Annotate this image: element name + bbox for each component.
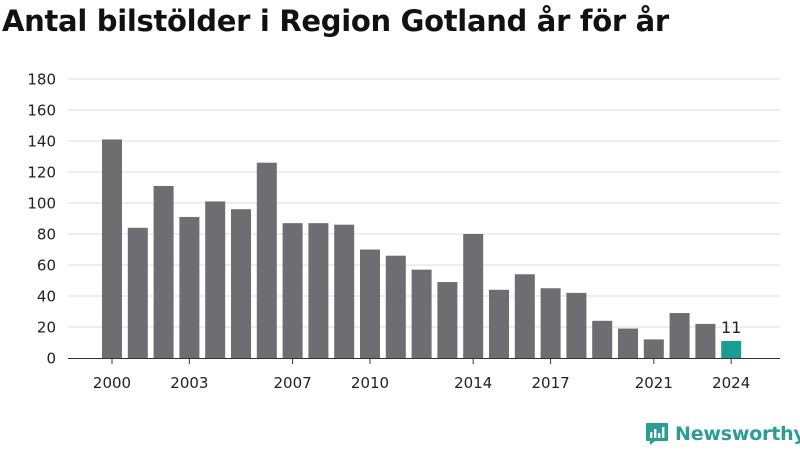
y-tick-label: 160 [27,102,56,120]
bar [205,201,226,358]
y-tick-label: 100 [27,195,56,213]
bar [437,282,458,358]
bar [721,340,742,358]
y-tick-label: 180 [27,71,56,89]
y-tick-label: 120 [27,164,56,182]
bar [695,323,716,358]
bar [231,209,251,358]
y-tick-label: 80 [37,226,56,244]
y-tick-label: 20 [37,319,56,337]
data-label: 11 [721,318,741,337]
bar [463,234,484,358]
x-tick-label: 2000 [93,374,131,392]
x-tick-label: 2024 [712,374,750,392]
y-tick-label: 40 [37,288,56,306]
bar [592,320,613,358]
x-tick-label: 2014 [454,374,492,392]
bar [566,292,587,358]
bar [514,274,535,358]
chart-title: Antal bilstölder i Region Gotland år för… [2,4,669,38]
bar [334,224,355,358]
bar [643,339,664,358]
x-tick-label: 2007 [274,374,312,392]
bar [127,227,148,358]
y-tick-label: 0 [46,350,56,368]
brand-name: Newsworthy [675,423,800,445]
bar [102,139,122,358]
bar [153,185,174,358]
bar [669,313,690,358]
bar [179,216,200,358]
bar [308,223,329,358]
bar [385,255,406,358]
x-tick-label: 2010 [351,374,389,392]
x-tick-label: 2003 [170,374,208,392]
x-tick-label: 2021 [635,374,673,392]
bar [256,162,277,358]
bar [411,269,432,358]
x-tick-label: 2017 [532,374,570,392]
bar [282,223,303,358]
newsworthy-chart-logo-icon [646,423,668,445]
y-tick-label: 140 [27,133,56,151]
bar [360,249,380,358]
bar [540,288,561,358]
newsworthy-brand[interactable]: Newsworthy [645,420,800,448]
bar [618,328,638,358]
bar [489,289,509,358]
y-tick-label: 60 [37,257,56,275]
